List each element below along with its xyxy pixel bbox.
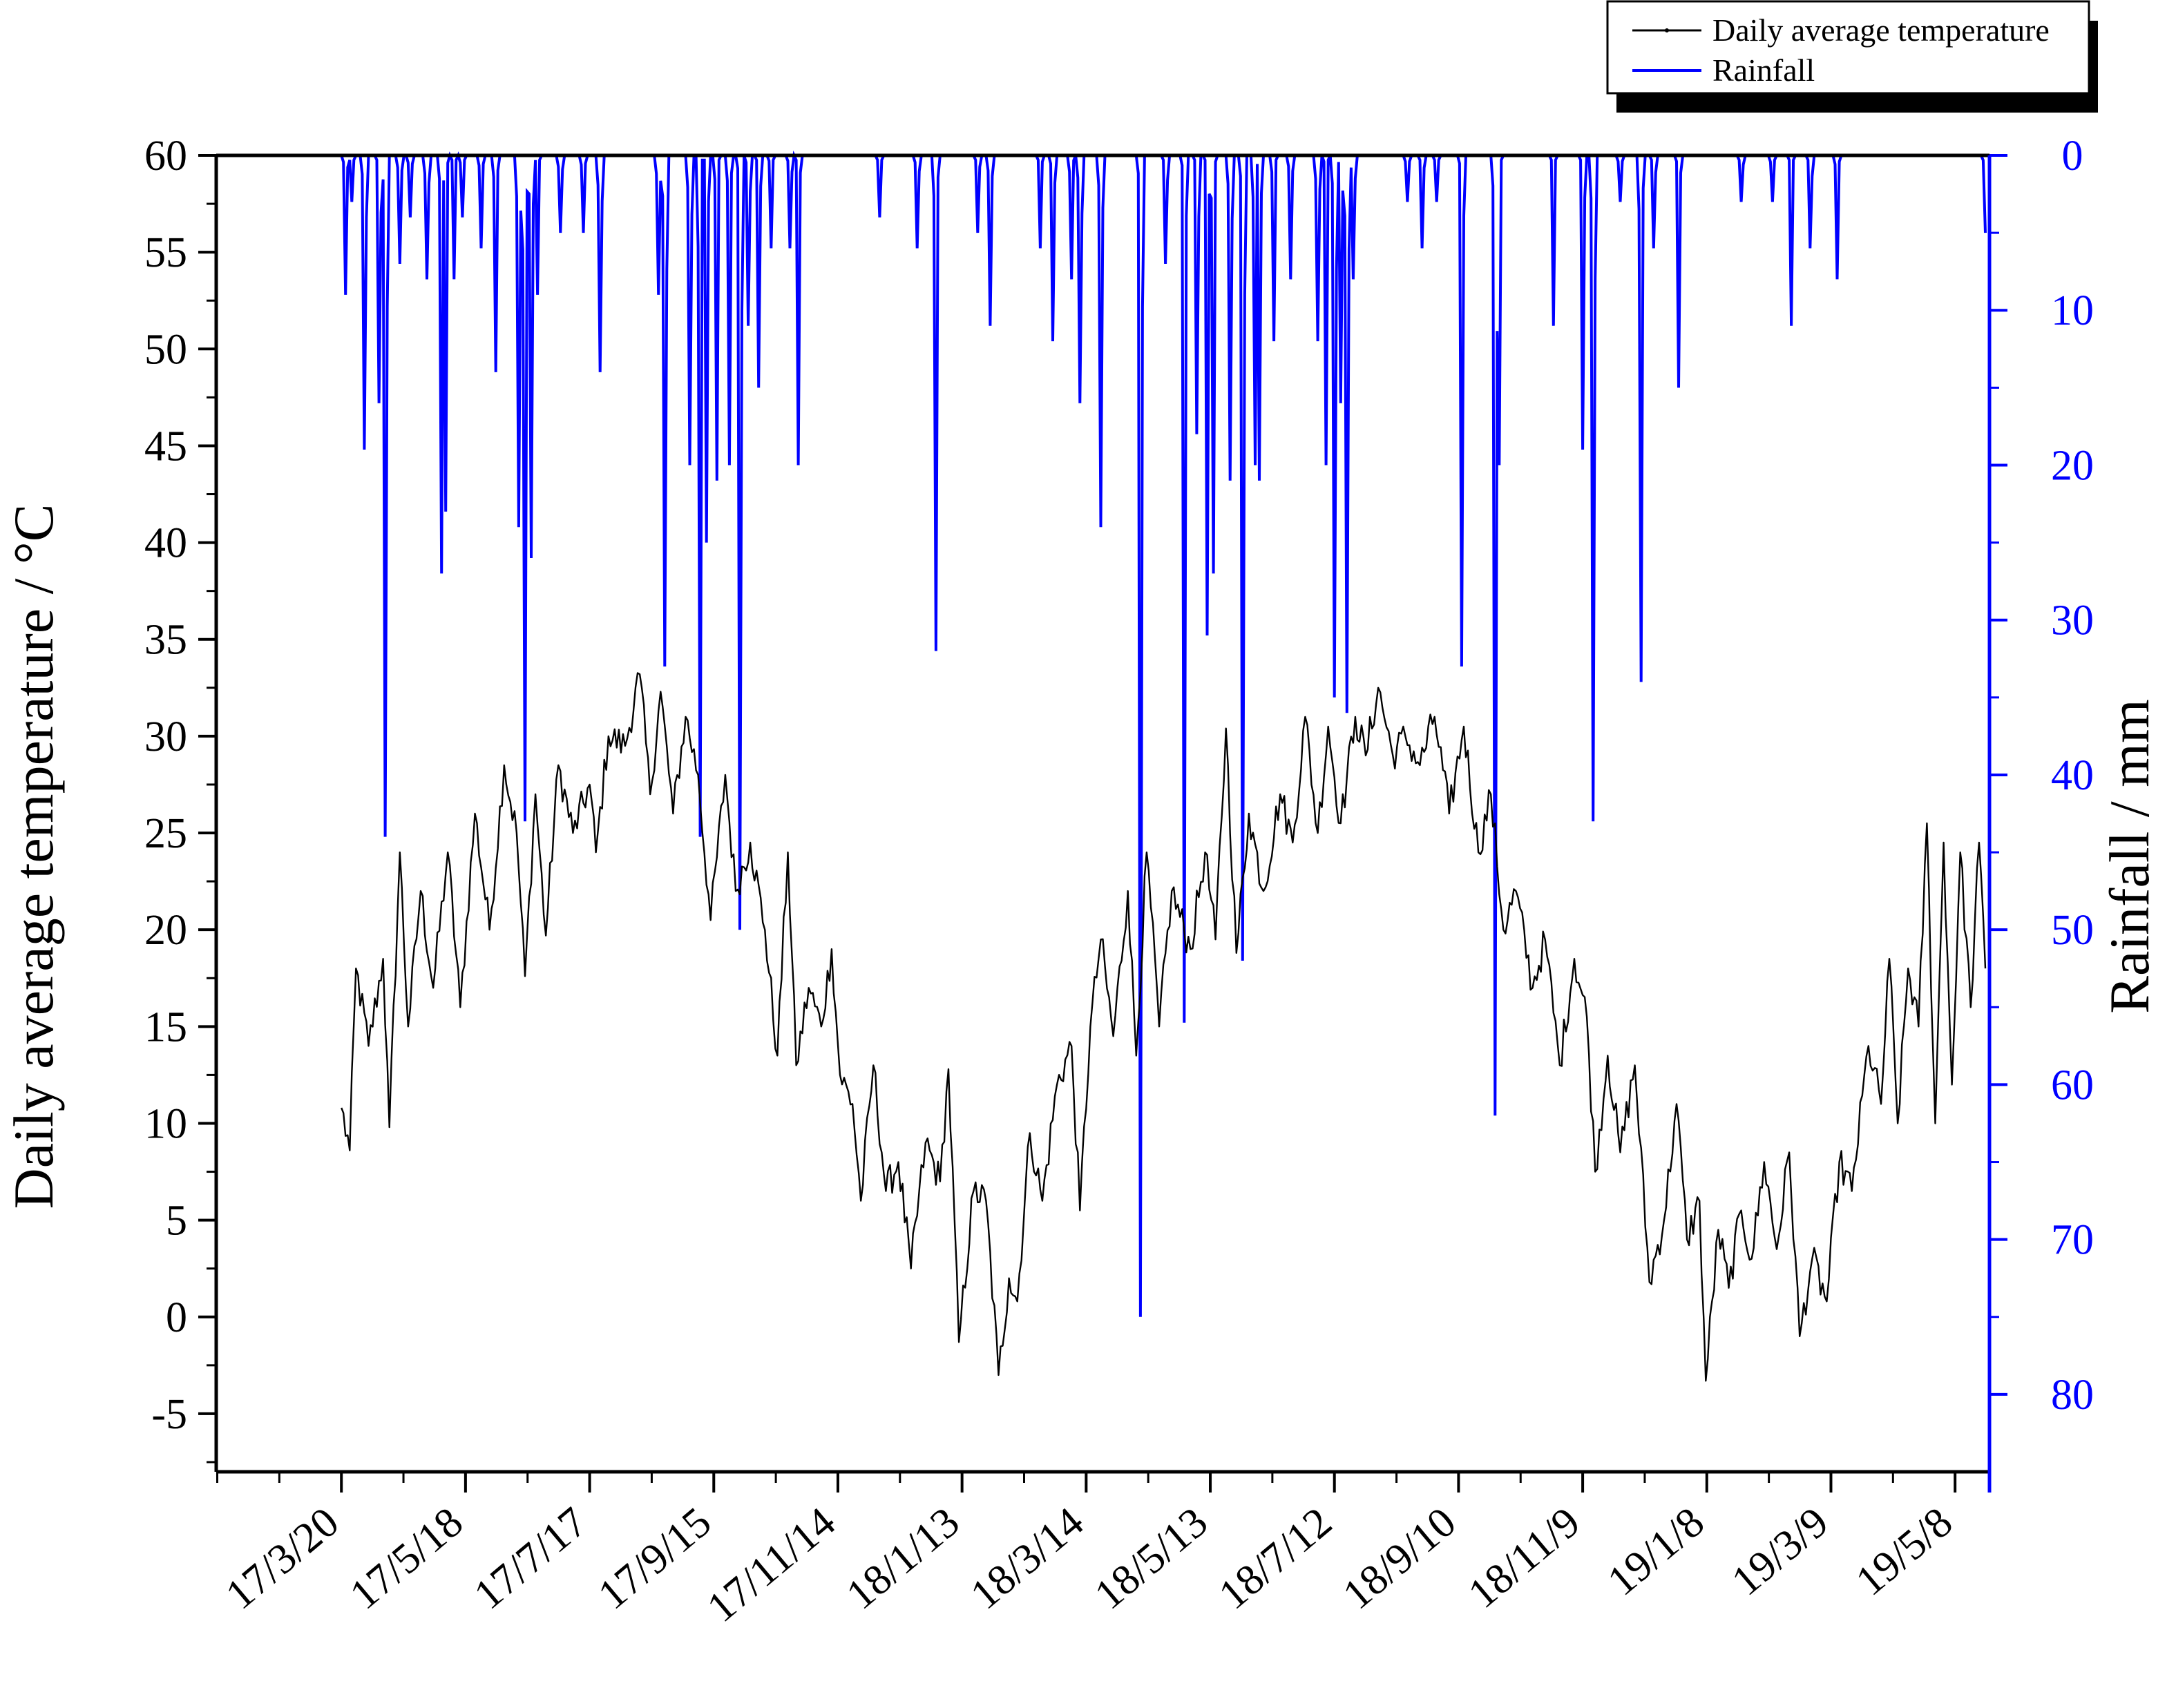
- axes: -5 0 5 10 15 20 25 30 35 40 45 50 55 60 0 10 20 30 40 50 60 7…: [144, 133, 2094, 1631]
- x-tick-label: 17/7/17: [466, 1499, 596, 1619]
- y-left-tick-label: 55: [144, 229, 187, 276]
- x-tick-label: 18/7/12: [1210, 1499, 1341, 1619]
- temperature-line: [341, 672, 1987, 1382]
- x-tick-label: 18/11/9: [1460, 1499, 1589, 1618]
- x-tick-label: 17/11/14: [698, 1499, 844, 1631]
- y-right-tick-label: 20: [2051, 442, 2094, 489]
- legend-label-temperature: Daily average temperature: [1712, 12, 2050, 48]
- y-left-tick-label: 10: [144, 1100, 187, 1147]
- x-tick-label: 18/3/14: [962, 1499, 1092, 1619]
- y-right-tick-label: 0: [2062, 133, 2083, 180]
- y-right-tick-label: 50: [2051, 907, 2094, 954]
- y-left-tick-label: 5: [166, 1198, 187, 1245]
- y-axis-title-right: Rainfall / mm: [2098, 699, 2161, 1013]
- y-right-tick-label: 10: [2051, 287, 2094, 334]
- axis-titles: Daily average temperature / °C Rainfall …: [2, 504, 2161, 1209]
- y-right-tick-label: 60: [2051, 1062, 2094, 1109]
- legend-box: [1606, 0, 2090, 95]
- y-left-tick-label: 50: [144, 326, 187, 373]
- x-tick-label: 18/1/13: [838, 1499, 968, 1619]
- y-left-tick-label: -5: [151, 1391, 187, 1438]
- rainfall-line: [340, 150, 1987, 1317]
- y-right-tick-label: 80: [2051, 1372, 2094, 1419]
- y-left-tick-label: 40: [144, 520, 187, 567]
- temperature-series: [341, 672, 1987, 1382]
- rainfall-series: [340, 150, 1987, 1317]
- x-tick-label: 17/3/20: [217, 1499, 347, 1619]
- y-right-tick-label: 40: [2051, 752, 2094, 799]
- legend-label-rainfall: Rainfall: [1712, 52, 1815, 88]
- x-tick-label: 18/5/13: [1086, 1499, 1216, 1619]
- y-left-tick-label: 15: [144, 1004, 187, 1050]
- x-tick-label: 17/9/15: [589, 1499, 720, 1619]
- y-right-tick-label: 30: [2051, 597, 2094, 644]
- x-tick-label: 18/9/10: [1335, 1499, 1465, 1619]
- x-tick-label: 17/5/18: [341, 1499, 472, 1619]
- y-left-tick-label: 20: [144, 907, 187, 954]
- legend: Daily average temperature Rainfall: [1606, 0, 2098, 113]
- y-left-tick-label: 0: [166, 1294, 187, 1341]
- x-tick-label: 19/3/9: [1723, 1499, 1837, 1605]
- y-left-tick-label: 60: [144, 133, 187, 180]
- y-left-tick-label: 25: [144, 810, 187, 857]
- x-tick-label: 19/5/8: [1847, 1499, 1961, 1605]
- y-left-tick-label: 30: [144, 713, 187, 760]
- legend-marker-temperature: [1665, 28, 1669, 32]
- y-right-tick-label: 70: [2051, 1217, 2094, 1264]
- y-axis-title-left: Daily average temperature / °C: [2, 504, 65, 1209]
- y-left-tick-label: 35: [144, 617, 187, 664]
- x-tick-label: 19/1/8: [1599, 1499, 1713, 1605]
- y-left-tick-label: 45: [144, 423, 187, 470]
